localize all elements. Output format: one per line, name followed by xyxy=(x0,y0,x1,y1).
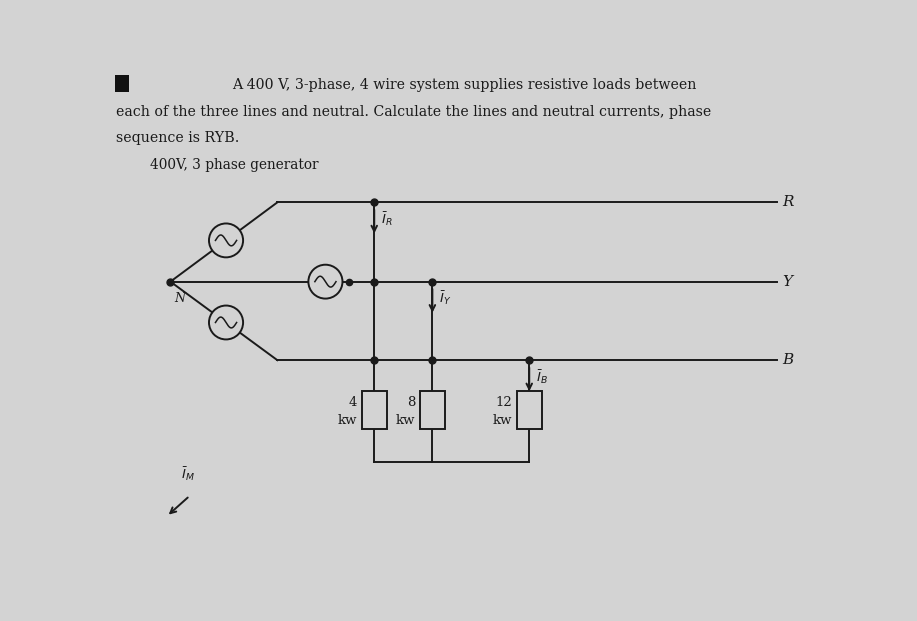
Text: kw: kw xyxy=(396,414,415,427)
Text: $\bar{I}_Y$: $\bar{I}_Y$ xyxy=(439,290,452,307)
Text: 8: 8 xyxy=(407,396,415,409)
Bar xyxy=(115,75,128,93)
Text: kw: kw xyxy=(492,414,513,427)
Text: N: N xyxy=(174,292,185,305)
Text: Y: Y xyxy=(782,274,792,289)
Text: $\bar{I}_B$: $\bar{I}_B$ xyxy=(536,368,548,386)
Circle shape xyxy=(308,265,342,299)
Text: A 400 V, 3-phase, 4 wire system supplies resistive loads between: A 400 V, 3-phase, 4 wire system supplies… xyxy=(232,78,697,92)
Text: 12: 12 xyxy=(495,396,513,409)
Text: sequence is RYB.: sequence is RYB. xyxy=(116,131,239,145)
Text: $\bar{I}_M$: $\bar{I}_M$ xyxy=(182,466,195,483)
Bar xyxy=(362,391,387,430)
Text: 400V, 3 phase generator: 400V, 3 phase generator xyxy=(149,158,318,173)
Bar xyxy=(420,391,445,430)
Text: B: B xyxy=(782,353,793,367)
Text: kw: kw xyxy=(337,414,358,427)
Circle shape xyxy=(209,224,243,257)
Bar xyxy=(517,391,542,430)
Circle shape xyxy=(209,306,243,340)
Text: $\bar{I}_R$: $\bar{I}_R$ xyxy=(381,211,392,228)
Text: R: R xyxy=(782,196,793,209)
Text: 4: 4 xyxy=(348,396,358,409)
Text: each of the three lines and neutral. Calculate the lines and neutral currents, p: each of the three lines and neutral. Cal… xyxy=(116,104,712,119)
